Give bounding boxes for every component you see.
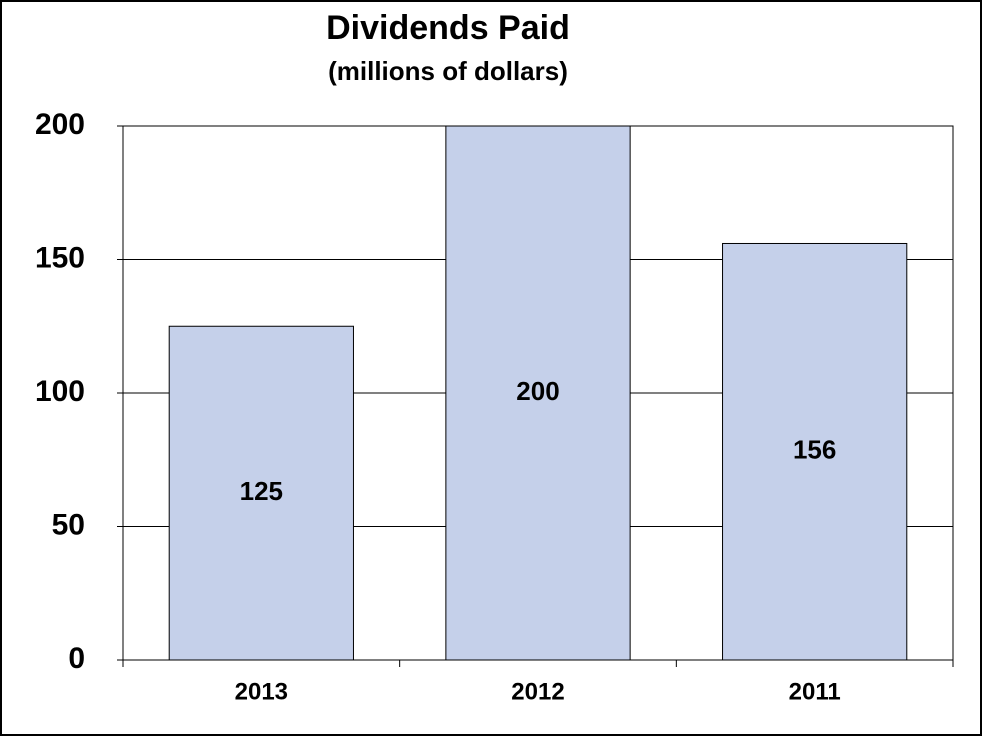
y-tick-label: 50	[52, 508, 85, 541]
x-tick-label: 2013	[235, 678, 288, 705]
y-tick-label: 0	[68, 642, 85, 675]
bar	[168, 325, 354, 661]
y-tick-label: 150	[35, 241, 85, 274]
bar	[445, 125, 631, 661]
data-label: 125	[240, 476, 283, 506]
bar	[722, 242, 908, 661]
chart-title: Dividends Paid	[326, 9, 570, 47]
data-label: 156	[793, 435, 836, 465]
y-tick-label: 100	[35, 375, 85, 408]
y-tick-label: 200	[35, 108, 85, 141]
x-tick-label: 2012	[511, 678, 564, 705]
chart-subtitle: (millions of dollars)	[328, 56, 568, 86]
x-tick-label: 2011	[789, 678, 841, 705]
data-label: 200	[516, 376, 559, 406]
